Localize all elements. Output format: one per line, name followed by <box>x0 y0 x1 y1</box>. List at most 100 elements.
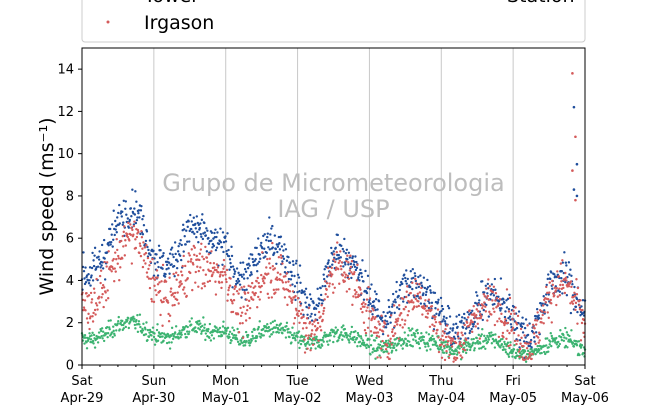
data-point <box>348 256 352 259</box>
data-point <box>397 342 400 345</box>
data-point <box>306 340 310 344</box>
data-point <box>406 285 409 288</box>
data-point <box>386 355 389 359</box>
data-point <box>125 213 128 216</box>
data-point <box>355 290 358 294</box>
data-point <box>115 237 118 241</box>
data-point <box>111 245 114 248</box>
data-point <box>402 297 405 301</box>
data-point <box>246 335 249 339</box>
data-point <box>427 333 431 336</box>
data-point <box>314 347 317 350</box>
data-point <box>326 281 329 285</box>
data-point <box>263 247 266 250</box>
data-point <box>511 318 514 321</box>
data-point <box>173 275 176 278</box>
data-point <box>261 251 264 254</box>
data-point <box>294 262 298 265</box>
data-point <box>217 328 220 331</box>
data-point <box>504 351 508 354</box>
data-point <box>493 323 497 327</box>
data-point <box>394 349 398 352</box>
data-point <box>419 302 423 305</box>
data-point <box>441 334 444 338</box>
data-point <box>418 291 422 294</box>
data-point <box>337 261 340 265</box>
data-point <box>529 342 532 345</box>
data-point <box>92 264 96 268</box>
data-point <box>228 284 232 287</box>
data-point <box>505 306 509 309</box>
data-point <box>436 301 440 304</box>
y-axis-label-text: Wind speed (ms⁻¹) <box>36 117 58 295</box>
data-point <box>97 331 101 334</box>
data-point <box>227 333 231 336</box>
data-point <box>169 248 173 251</box>
data-point <box>381 330 385 333</box>
data-point <box>547 293 550 296</box>
data-point <box>254 285 257 288</box>
data-point <box>484 284 488 288</box>
data-point <box>504 322 508 325</box>
data-point <box>283 288 286 291</box>
legend-label-tower: Tower <box>143 0 199 7</box>
data-point <box>391 328 394 331</box>
data-point <box>495 306 498 309</box>
data-point <box>121 257 124 260</box>
data-point <box>469 348 472 352</box>
data-point <box>113 280 116 283</box>
data-point <box>340 331 343 334</box>
data-point <box>345 259 348 263</box>
data-point <box>371 313 374 316</box>
data-point <box>102 286 106 289</box>
data-point <box>495 296 499 300</box>
data-point <box>537 314 540 317</box>
data-point <box>269 233 272 236</box>
data-point <box>268 262 271 265</box>
data-point <box>206 330 210 333</box>
data-point <box>303 290 306 293</box>
data-point <box>492 294 496 297</box>
data-point <box>404 337 407 341</box>
data-point <box>290 270 293 274</box>
data-point <box>340 261 344 264</box>
data-point <box>119 212 122 215</box>
data-point <box>379 356 382 359</box>
data-point <box>458 343 461 346</box>
data-point <box>284 336 288 339</box>
data-point <box>445 350 448 353</box>
data-point <box>200 218 204 222</box>
data-point <box>251 291 254 294</box>
data-point <box>571 302 575 305</box>
data-point <box>579 339 583 342</box>
data-point <box>575 297 579 301</box>
data-point <box>309 297 313 301</box>
data-point <box>442 345 446 348</box>
data-point <box>246 277 249 280</box>
data-point <box>237 292 240 295</box>
data-point <box>295 309 298 312</box>
data-point <box>446 339 450 343</box>
data-point <box>575 162 579 166</box>
data-point <box>144 333 148 336</box>
data-point <box>232 298 236 302</box>
data-point <box>266 257 269 261</box>
data-point <box>376 331 380 334</box>
data-point <box>293 285 297 288</box>
data-point <box>471 320 474 324</box>
data-point <box>346 274 350 278</box>
data-point <box>509 323 513 326</box>
data-point <box>183 235 186 238</box>
data-point <box>478 299 481 302</box>
data-point <box>98 301 101 304</box>
data-point <box>362 321 366 324</box>
data-point <box>317 344 321 347</box>
data-point <box>403 341 406 344</box>
data-point <box>250 330 254 334</box>
data-point <box>572 299 576 302</box>
data-point <box>426 278 429 282</box>
data-point <box>355 336 359 340</box>
data-point <box>259 336 262 339</box>
data-point <box>385 344 389 347</box>
data-point <box>141 218 144 221</box>
